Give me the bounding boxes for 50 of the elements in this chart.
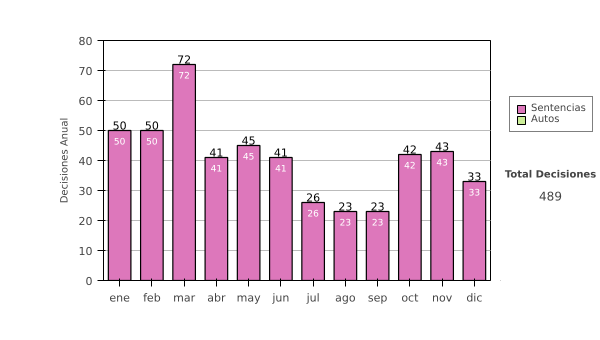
total-label: 23 — [338, 200, 352, 214]
y-tick-label: 40 — [78, 155, 93, 168]
data-label: 41 — [210, 164, 222, 174]
legend-label: Autos — [531, 114, 560, 125]
y-axis-title: Decisiones Anual — [60, 118, 71, 204]
data-label: 26 — [307, 210, 320, 220]
total-label: 43 — [435, 140, 450, 154]
data-label: 41 — [275, 164, 287, 174]
legend-label: Sentencias — [531, 103, 586, 114]
data-label: 72 — [178, 72, 190, 82]
total-label: 41 — [209, 146, 224, 160]
x-tick-label: dic — [466, 292, 482, 304]
total-label: 50 — [144, 120, 159, 132]
x-tick-label: ago — [335, 292, 356, 304]
total-label: 23 — [370, 200, 385, 214]
y-tick-label: 50 — [78, 125, 93, 138]
data-label: 23 — [372, 218, 384, 228]
y-tick-label: 30 — [78, 185, 93, 198]
y-tick-label: 80 — [78, 35, 93, 48]
y-tick-label: 20 — [78, 215, 93, 228]
data-label: 50 — [146, 138, 158, 148]
total-label: 50 — [112, 120, 127, 132]
y-tick-label: 0 — [86, 275, 92, 288]
x-tick-label: may — [236, 292, 262, 304]
data-label: 45 — [242, 152, 254, 162]
x-tick-label: sep — [368, 292, 388, 304]
x-tick-label: ene — [109, 292, 130, 304]
text: 489 — [539, 190, 562, 204]
data-label: 50 — [114, 138, 126, 148]
x-tick-label: feb — [143, 292, 161, 304]
total-label: 33 — [467, 170, 482, 184]
x-tick-label: nov — [432, 292, 453, 304]
total-label: 41 — [274, 146, 288, 160]
total-label: 45 — [242, 134, 256, 148]
y-tick-label: 60 — [78, 95, 93, 108]
total-label: 26 — [306, 192, 320, 204]
x-tick-label: abr — [207, 292, 226, 304]
y-tick-label: 10 — [78, 245, 93, 258]
x-tick-label: jun — [271, 292, 290, 304]
total-label: 42 — [402, 144, 417, 156]
data-label: 23 — [340, 218, 352, 228]
y-tick-label: 70 — [78, 65, 93, 78]
x-tick-label: jul — [306, 292, 320, 304]
total-label: 72 — [177, 54, 192, 66]
data-label: 42 — [404, 162, 416, 172]
text: Total Decisiones — [504, 170, 596, 180]
x-tick-label: mar — [173, 292, 196, 304]
x-tick-label: oct — [401, 292, 420, 304]
data-label: 43 — [436, 158, 448, 168]
data-label: 33 — [468, 188, 480, 198]
